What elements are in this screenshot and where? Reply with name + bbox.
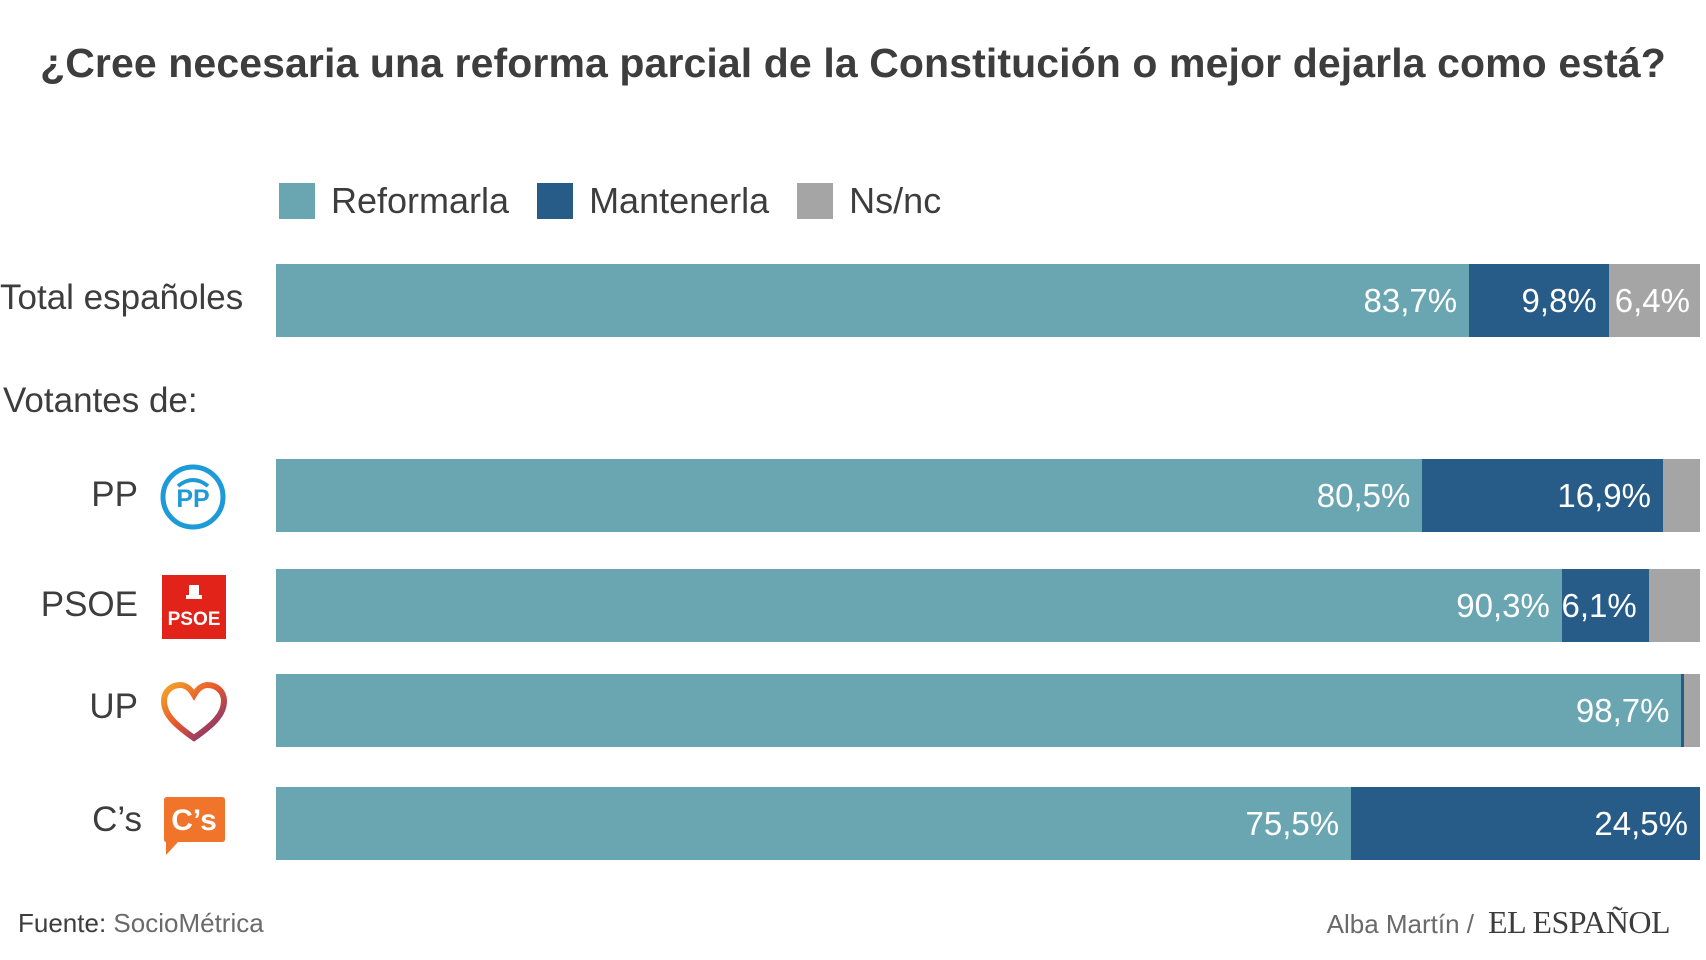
category-label-pp: PP xyxy=(91,475,138,514)
source-value: SocioMétrica xyxy=(113,908,264,938)
category-label-total: Total españoles xyxy=(0,278,244,317)
data-label-pp-mantenerla: 16,9% xyxy=(1557,476,1651,514)
bar-row-up: 98,7% xyxy=(276,674,1700,747)
bar-psoe-mantenerla: 6,1% xyxy=(1562,569,1649,642)
source-note: Fuente: SocioMétrica xyxy=(18,908,264,939)
bar-up-mantenerla xyxy=(1681,674,1685,747)
bar-row-total: 83,7% 9,8% 6,4% xyxy=(276,264,1700,337)
data-label-total-nsnc: 6,4% xyxy=(1614,281,1690,319)
legend-item-reformarla: Reformarla xyxy=(279,180,509,222)
bar-row-psoe: 90,3% 6,1% xyxy=(276,569,1700,642)
legend-item-mantenerla: Mantenerla xyxy=(537,180,769,222)
legend-item-nsnc: Ns/nc xyxy=(797,180,941,222)
pp-logo-icon: PP xyxy=(160,464,226,535)
bar-total-nsnc: 6,4% xyxy=(1608,264,1700,337)
brand-logo: EL ESPAÑOL xyxy=(1488,904,1670,940)
psoe-logo-text: PSOE xyxy=(168,609,221,630)
bar-row-pp: 80,5% 16,9% xyxy=(276,459,1700,532)
pp-logo-text: PP xyxy=(176,485,209,513)
data-label-total-reformarla: 83,7% xyxy=(1363,281,1458,319)
legend-swatch-nsnc xyxy=(797,183,834,219)
category-label-up: UP xyxy=(89,687,138,726)
credit-author: Alba Martín / xyxy=(1326,909,1475,939)
section-label-votantes: Votantes de: xyxy=(3,381,198,420)
bar-pp-nsnc xyxy=(1662,459,1700,532)
bar-total-mantenerla: 9,8% xyxy=(1469,264,1609,337)
bar-cs-mantenerla: 24,5% xyxy=(1351,787,1700,860)
bar-row-cs: 75,5% 24,5% xyxy=(276,787,1700,860)
bar-psoe-nsnc xyxy=(1648,569,1700,642)
psoe-logo-icon: PSOE xyxy=(162,575,226,644)
bar-cs-reformarla: 75,5% xyxy=(276,787,1352,860)
data-label-psoe-mantenerla: 6,1% xyxy=(1561,586,1637,624)
legend-label-reformarla: Reformarla xyxy=(331,180,510,221)
data-label-total-mantenerla: 9,8% xyxy=(1521,281,1597,319)
up-heart-icon xyxy=(160,681,228,749)
legend-label-mantenerla: Mantenerla xyxy=(589,180,770,221)
category-label-psoe: PSOE xyxy=(40,585,138,624)
credit: Alba Martín / EL ESPAÑOL xyxy=(1326,904,1671,941)
data-label-psoe-reformarla: 90,3% xyxy=(1456,586,1550,624)
chart-legend: Reformarla Mantenerla Ns/nc xyxy=(279,180,969,222)
bar-up-reformarla: 98,7% xyxy=(276,674,1682,747)
legend-swatch-reformarla xyxy=(279,183,315,219)
bar-total-reformarla: 83,7% xyxy=(276,264,1470,337)
bar-pp-reformarla: 80,5% xyxy=(276,459,1423,532)
data-label-cs-mantenerla: 24,5% xyxy=(1594,804,1688,842)
bar-up-nsnc xyxy=(1684,674,1700,747)
legend-swatch-mantenerla xyxy=(537,183,574,219)
chart-title: ¿Cree necesaria una reforma parcial de l… xyxy=(40,40,1666,86)
data-label-cs-reformarla: 75,5% xyxy=(1245,804,1340,842)
source-label: Fuente: xyxy=(18,908,107,938)
bar-pp-mantenerla: 16,9% xyxy=(1422,459,1663,532)
cs-logo-text: C’s xyxy=(171,804,217,837)
data-label-pp-reformarla: 80,5% xyxy=(1316,476,1411,514)
data-label-up-reformarla: 98,7% xyxy=(1575,691,1670,729)
bar-psoe-reformarla: 90,3% xyxy=(276,569,1562,642)
legend-label-nsnc: Ns/nc xyxy=(849,180,942,221)
category-label-cs: C’s xyxy=(92,800,142,839)
cs-logo-icon: C’s xyxy=(160,795,226,866)
